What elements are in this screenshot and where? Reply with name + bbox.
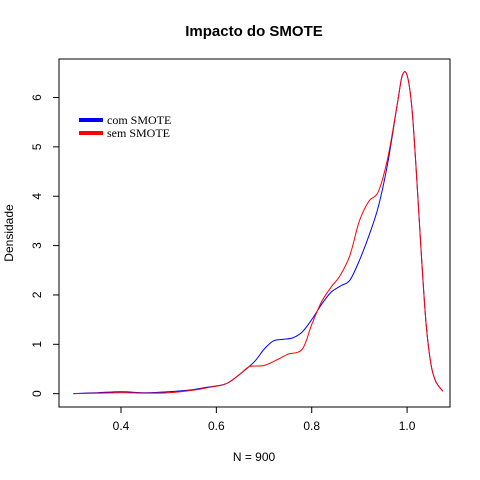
y-tick-label: 5: [30, 143, 44, 150]
legend-label-sem-smote: sem SMOTE: [107, 126, 170, 140]
plot-area-frame: [58, 58, 451, 408]
x-tick-label: 1.0: [399, 419, 416, 433]
y-tick-label: 2: [30, 291, 44, 298]
legend-label-com-smote: com SMOTE: [107, 113, 171, 127]
legend: com SMOTE sem SMOTE: [79, 113, 171, 140]
y-tick-label: 0: [30, 390, 44, 397]
y-tick-label: 1: [30, 341, 44, 348]
x-axis-label: N = 900: [233, 450, 276, 464]
chart-title: Impacto do SMOTE: [185, 23, 323, 40]
y-tick-label: 4: [30, 193, 44, 200]
series-line-sem-smote: [73, 71, 444, 395]
x-tick-label: 0.6: [208, 419, 225, 433]
y-axis-label: Densidade: [2, 204, 16, 262]
y-tick-label: 3: [30, 242, 44, 249]
x-axis: 0.4 0.6 0.8 1.0: [113, 407, 416, 433]
x-tick-label: 0.8: [303, 419, 320, 433]
x-tick-label: 0.4: [113, 419, 130, 433]
y-axis: 0 1 2 3 4 5 6: [30, 94, 59, 397]
y-tick-label: 6: [30, 94, 44, 101]
series-layer: [73, 71, 444, 395]
